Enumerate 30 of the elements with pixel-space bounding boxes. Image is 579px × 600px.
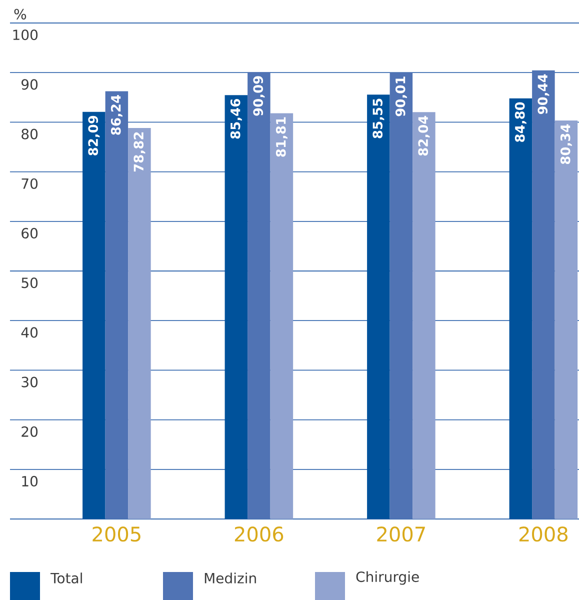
y-tick-label: 10	[22, 476, 38, 487]
y-axis-title: %	[14, 8, 26, 20]
data-label: 85,55	[372, 98, 384, 138]
y-tick-label: 70	[22, 178, 38, 189]
data-label: 78,82	[134, 132, 146, 172]
data-label: 84,80	[514, 102, 526, 142]
y-tick-label: 80	[22, 128, 38, 140]
data-label: 85,46	[230, 99, 242, 139]
data-label: 81,81	[276, 117, 288, 157]
data-label: 90,44	[538, 74, 550, 114]
x-tick-label: 2005	[92, 526, 140, 542]
y-tick-label: 90	[22, 79, 38, 90]
x-tick-label: 2008	[519, 526, 568, 542]
y-tick-label: 50	[22, 278, 38, 288]
data-label: 90,09	[253, 76, 265, 116]
y-tick-label: 20	[22, 426, 38, 437]
y-tick-label: 100	[13, 30, 38, 40]
x-tick-label: 2007	[377, 526, 425, 542]
y-tick-label: 40	[21, 327, 38, 338]
data-label: 90,01	[395, 76, 407, 116]
data-label: 82,09	[88, 116, 100, 156]
data-label: 82,04	[418, 116, 430, 156]
legend-label: Medizin	[204, 572, 256, 584]
y-tick-label: 60	[22, 228, 38, 239]
legend-label: Total	[50, 572, 82, 584]
x-tick-label: 2006	[234, 526, 284, 542]
data-label: 80,34	[560, 124, 572, 164]
legend-label: Chirurgie	[356, 571, 419, 585]
data-label: 86,24	[110, 95, 122, 135]
y-tick-label: 30	[22, 376, 38, 388]
